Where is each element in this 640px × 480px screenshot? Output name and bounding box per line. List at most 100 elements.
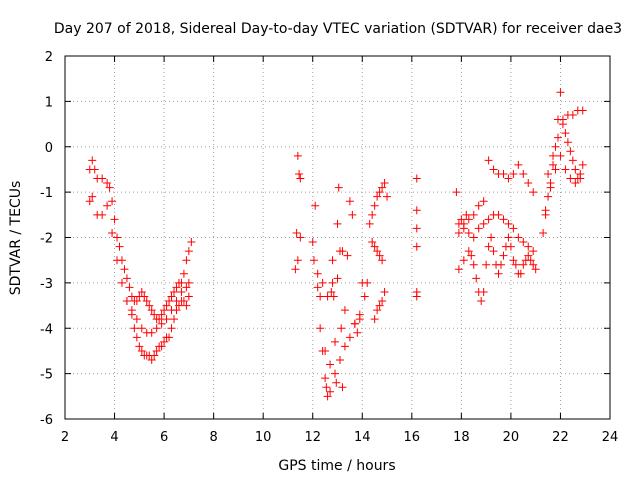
data-point xyxy=(309,256,318,265)
data-point xyxy=(487,233,496,242)
data-point xyxy=(117,278,126,287)
data-point xyxy=(316,292,325,301)
data-point xyxy=(323,392,332,401)
data-point xyxy=(147,306,156,315)
data-point xyxy=(568,110,577,119)
data-point xyxy=(497,260,505,269)
data-points xyxy=(85,88,587,401)
data-point xyxy=(509,256,518,265)
data-point xyxy=(479,219,488,228)
data-point xyxy=(293,256,302,265)
data-series xyxy=(452,156,540,306)
data-point xyxy=(469,210,478,219)
data-point xyxy=(120,265,129,274)
data-point xyxy=(370,201,379,210)
data-point xyxy=(323,292,332,301)
data-point xyxy=(333,274,342,283)
data-point xyxy=(98,210,107,219)
data-point xyxy=(526,256,535,265)
data-point xyxy=(343,251,352,260)
data-point xyxy=(179,269,188,278)
data-point xyxy=(152,324,161,333)
data-point xyxy=(132,315,141,324)
y-tick-label: 1 xyxy=(45,95,53,110)
data-point xyxy=(338,383,347,392)
data-point xyxy=(509,169,518,178)
y-tick-label: 0 xyxy=(45,141,53,156)
data-point xyxy=(373,306,382,315)
data-point xyxy=(556,88,565,97)
data-point xyxy=(328,256,337,265)
data-point xyxy=(321,374,330,383)
data-point xyxy=(291,265,300,274)
y-tick-label: -6 xyxy=(40,413,53,428)
x-tick-label: 16 xyxy=(404,430,421,445)
data-point xyxy=(157,319,166,328)
data-point xyxy=(519,260,528,269)
data-point xyxy=(531,265,540,274)
data-point xyxy=(155,315,164,324)
data-point xyxy=(464,247,473,256)
y-tick-label: -4 xyxy=(40,322,53,337)
data-series xyxy=(291,151,392,401)
data-series xyxy=(412,174,421,301)
data-point xyxy=(378,183,387,192)
data-point xyxy=(167,324,176,333)
data-point xyxy=(331,337,340,346)
data-point xyxy=(137,287,146,296)
y-tick-label: -5 xyxy=(40,368,53,383)
data-point xyxy=(499,169,508,178)
data-point xyxy=(412,224,421,233)
data-point xyxy=(529,247,538,256)
data-point xyxy=(375,188,384,197)
data-point xyxy=(326,360,335,369)
data-point xyxy=(293,151,302,160)
data-point xyxy=(380,179,389,188)
data-point xyxy=(328,278,337,287)
data-point xyxy=(132,297,141,306)
data-point xyxy=(179,297,188,306)
data-point xyxy=(177,287,186,296)
data-point xyxy=(546,183,555,192)
data-point xyxy=(375,251,384,260)
data-point xyxy=(332,378,341,387)
data-point xyxy=(311,201,320,210)
data-point xyxy=(331,369,340,378)
data-point xyxy=(108,228,117,237)
data-point xyxy=(321,346,330,355)
data-point xyxy=(90,165,99,174)
data-point xyxy=(360,292,369,301)
x-tick-label: 22 xyxy=(552,430,569,445)
data-point xyxy=(464,215,473,224)
data-point xyxy=(482,260,491,269)
data-point xyxy=(553,133,562,142)
data-point xyxy=(160,337,169,346)
data-point xyxy=(88,156,97,165)
data-point xyxy=(333,219,342,228)
data-point xyxy=(368,238,377,247)
data-point xyxy=(184,292,193,301)
data-point xyxy=(98,174,107,183)
data-point xyxy=(334,183,343,192)
data-point xyxy=(157,342,166,351)
data-point xyxy=(165,333,174,342)
x-axis-label: GPS time / hours xyxy=(278,458,395,474)
data-point xyxy=(137,346,146,355)
data-point xyxy=(462,210,471,219)
x-tick-label: 4 xyxy=(110,430,118,445)
data-point xyxy=(529,188,538,197)
data-point xyxy=(292,228,301,237)
data-point xyxy=(165,297,174,306)
data-point xyxy=(316,324,325,333)
x-tick-label: 24 xyxy=(602,430,619,445)
data-point xyxy=(494,269,503,278)
data-point xyxy=(519,238,528,247)
data-point xyxy=(568,156,577,165)
data-point xyxy=(122,274,131,283)
data-point xyxy=(571,165,580,174)
data-point xyxy=(157,310,166,319)
y-axis-label: SDTVAR / TECUs xyxy=(8,181,24,296)
data-point xyxy=(378,256,387,265)
data-point xyxy=(182,283,191,292)
data-point xyxy=(524,242,533,251)
